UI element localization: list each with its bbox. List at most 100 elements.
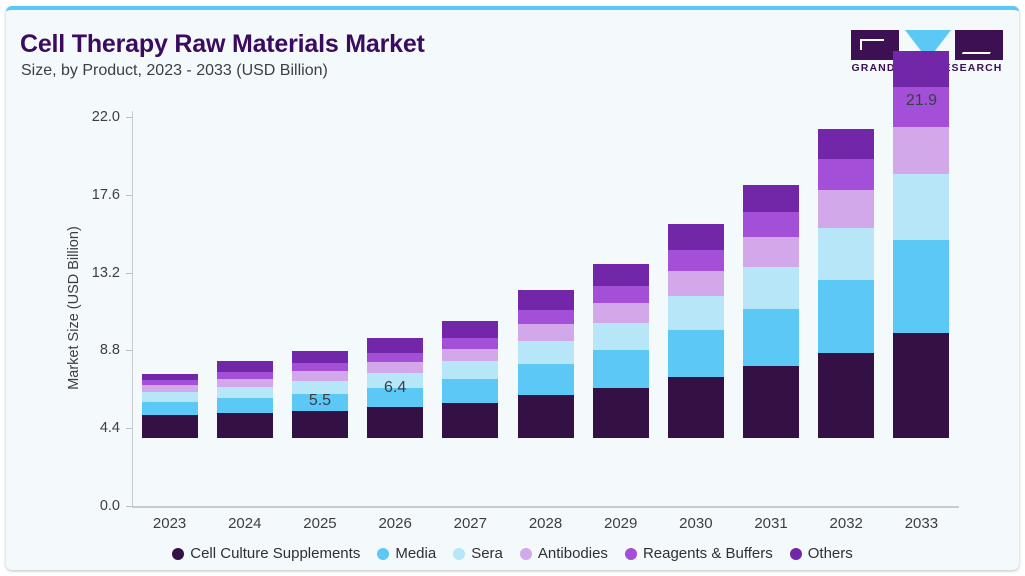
bar-segment[interactable] [367, 372, 424, 388]
y-axis-tick-label: 4.4 [99, 420, 120, 437]
bar-segment[interactable] [367, 338, 424, 354]
bar-2032[interactable] [818, 128, 875, 438]
bar-segment[interactable] [216, 398, 273, 414]
bar-2030[interactable] [667, 224, 724, 438]
bar-segment[interactable] [893, 50, 950, 88]
legend-item-media[interactable]: Media [377, 545, 436, 562]
bar-2028[interactable] [517, 289, 574, 438]
logo-block-g [851, 30, 899, 60]
bar-segment[interactable] [141, 415, 198, 438]
bar-segment[interactable] [517, 309, 574, 324]
legend-item-antibodies[interactable]: Antibodies [519, 545, 608, 562]
legend-label: Sera [471, 545, 503, 562]
bar-2027[interactable] [442, 321, 499, 438]
bar-segment[interactable] [291, 362, 348, 371]
bar-segment[interactable] [442, 348, 499, 362]
bar-segment[interactable] [667, 377, 724, 438]
chart-legend: Cell Culture Supplements Media Sera Antibod… [6, 545, 1019, 562]
bar-segment[interactable] [893, 126, 950, 174]
bar-segment[interactable] [592, 263, 649, 286]
bar-segment[interactable] [367, 362, 424, 373]
bar-segment[interactable] [818, 190, 875, 228]
chart-plot: Market Size (USD Billion) 0.0 4.4 8.8 13.2 1… [6, 10, 1019, 570]
bar-segment[interactable] [592, 387, 649, 438]
bar-segment[interactable] [216, 413, 273, 438]
bar-segment[interactable] [141, 379, 198, 385]
legend-label: Reagents & Buffers [642, 545, 773, 562]
y-axis-tick-label: 22.0 [91, 109, 120, 125]
bar-segment[interactable] [592, 350, 649, 388]
bar-segment[interactable] [517, 363, 574, 395]
bar-segment[interactable] [442, 378, 499, 403]
bar-segment[interactable] [743, 267, 800, 309]
bar-segment[interactable] [517, 289, 574, 310]
bar-segment[interactable] [667, 295, 724, 331]
bar-segment[interactable] [592, 285, 649, 303]
bar-2023[interactable] [141, 374, 198, 438]
x-axis-tick-label: 2032 [829, 515, 863, 532]
bar-segment[interactable] [667, 330, 724, 377]
bar-segment[interactable] [893, 239, 950, 333]
bar-segment[interactable] [216, 386, 273, 399]
bar-segment[interactable] [216, 371, 273, 379]
bar-segment[interactable] [216, 361, 273, 372]
bar-segment[interactable] [291, 380, 348, 394]
bar-segment[interactable] [818, 128, 875, 159]
y-axis-tick-label: 13.2 [91, 264, 120, 281]
bar-segment[interactable] [517, 394, 574, 438]
bar-segment[interactable] [818, 279, 875, 354]
bar-segment[interactable] [141, 392, 198, 402]
bar-segment[interactable] [818, 158, 875, 191]
bar-segment[interactable] [893, 173, 950, 240]
y-axis-line [132, 111, 133, 506]
bar-segment[interactable] [818, 227, 875, 280]
legend-item-reagents-buffers[interactable]: Reagents & Buffers [624, 545, 773, 562]
bar-segment[interactable] [743, 237, 800, 268]
bar-segment[interactable] [442, 338, 499, 349]
bar-segment[interactable] [442, 402, 499, 438]
bar-2024[interactable] [216, 361, 273, 438]
x-axis-tick-label: 2030 [679, 515, 713, 532]
bar-2026[interactable] [367, 338, 424, 438]
bar-2033[interactable] [893, 50, 950, 438]
legend-item-sera[interactable]: Sera [453, 545, 503, 562]
legend-item-cell-culture-supplements[interactable]: Cell Culture Supplements [172, 545, 360, 562]
y-axis-tick-mark [126, 272, 132, 274]
bar-segment[interactable] [517, 340, 574, 364]
bar-2025[interactable] [291, 351, 348, 438]
bar-segment[interactable] [367, 387, 424, 408]
bar-segment[interactable] [893, 87, 950, 127]
bar-segment[interactable] [592, 323, 649, 351]
legend-label: Media [395, 545, 437, 562]
bar-2031[interactable] [743, 185, 800, 438]
bar-segment[interactable] [517, 323, 574, 341]
bar-segment[interactable] [141, 401, 198, 416]
x-axis-tick-label: 2033 [904, 515, 939, 532]
bar-segment[interactable] [291, 370, 348, 381]
bar-segment[interactable] [291, 393, 348, 411]
bar-2029[interactable] [592, 263, 649, 438]
bar-segment[interactable] [743, 185, 800, 212]
bar-segment[interactable] [216, 378, 273, 387]
bar-segment[interactable] [893, 332, 950, 438]
bar-segment[interactable] [367, 407, 424, 438]
bar-segment[interactable] [667, 249, 724, 271]
bar-segment[interactable] [818, 353, 875, 438]
bar-segment[interactable] [442, 361, 499, 379]
bar-segment[interactable] [141, 384, 198, 393]
bar-segment[interactable] [141, 374, 198, 380]
bar-segment[interactable] [592, 302, 649, 324]
bar-segment[interactable] [442, 321, 499, 339]
bars-area: 5.5 6.4 21.9 [6, 10, 1019, 506]
bar-segment[interactable] [743, 211, 800, 238]
bar-segment[interactable] [667, 270, 724, 296]
logo-block-r [955, 30, 1003, 60]
bar-segment[interactable] [367, 353, 424, 363]
bar-segment[interactable] [743, 308, 800, 367]
bar-segment[interactable] [291, 351, 348, 363]
bar-segment[interactable] [291, 410, 348, 438]
bar-segment[interactable] [667, 224, 724, 250]
legend-item-others[interactable]: Others [789, 545, 853, 562]
bar-segment[interactable] [743, 366, 800, 438]
page-subtitle: Size, by Product, 2023 - 2033 (USD Billi… [21, 62, 328, 79]
